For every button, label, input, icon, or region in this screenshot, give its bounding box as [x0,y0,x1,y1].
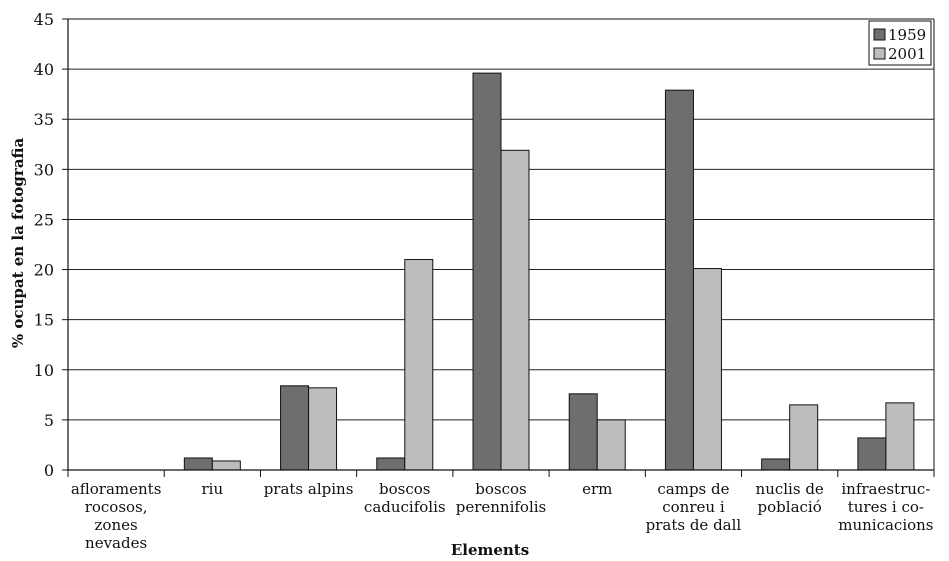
bar-1959-6 [664,89,694,471]
x-tick-label: prats alpins [264,480,354,498]
y-tick-label: 0 [44,461,54,480]
y-tick-label: 35 [34,110,54,129]
y-tick-label: 40 [34,60,54,79]
axes [62,18,935,477]
bar-1959-4 [472,72,502,471]
x-tick-label: aflo­raments rocosos, zones nevades [71,480,162,552]
x-tick-label-line: boscos [379,480,430,498]
x-tick-label: erm [582,480,612,498]
x-tick-label-line: prats alpins [264,480,354,498]
x-tick-label: infraestruc-tures i co-municacions [838,480,933,534]
x-tick-label-line: població [758,498,822,516]
bar-2001-6 [692,268,722,471]
y-axis-title: % ocupat en la fotografia [9,138,27,349]
x-tick-label-line: municacions [838,516,933,534]
x-tick-label-line: conreu i [662,498,725,516]
bar-2001-3 [404,259,434,471]
y-tick-label: 25 [34,210,54,229]
x-tick-label: boscos perennifolis [456,480,547,516]
x-tick-label-line: riu [202,480,224,498]
legend-label: 2001 [888,45,926,63]
bar-1959-3 [376,457,406,471]
legend-swatch-2001 [873,47,886,60]
bar-1959-7 [761,458,791,471]
x-tick-label-line: camps de [657,480,729,498]
y-tick-label: 20 [34,261,54,280]
bar-2001-4 [500,149,530,471]
x-tick-label: camps de conreu i prats de dall [646,480,742,534]
bar-1959-2 [280,385,310,471]
x-tick-label-line: perennifolis [456,498,547,516]
bar-2001-7 [789,404,819,471]
y-tick-label: 15 [34,311,54,330]
x-tick-label-line: caducifolis [364,498,446,516]
x-tick-label-line: infraestruc- [841,480,930,498]
bars [183,72,915,471]
x-tick-label: nuclis de població [756,480,824,516]
x-tick-label-line: rocosos, [85,498,148,516]
y-tick-label: 5 [44,411,54,430]
y-tick-label: 45 [34,10,54,29]
x-axis-title: Elements [451,541,529,559]
bar-1959-5 [568,393,598,471]
bar-2001-8 [885,402,915,471]
legend-swatch-1959 [873,28,886,41]
bar-2001-2 [308,387,338,471]
x-tick-label-line: zones [95,516,138,534]
bar-1959-8 [857,437,887,471]
legend-label: 1959 [888,26,926,44]
bar-1959-1 [183,457,213,471]
x-tick-label-line: nevades [85,534,147,552]
x-tick-label-line: boscos [475,480,526,498]
x-tick-label: boscos caducifolis [364,480,446,516]
x-tick-label-line: erm [582,480,612,498]
y-tick-labels: 0 5 10 15 20 25 30 35 40 45 [34,10,54,480]
x-tick-labels: aflo­raments rocosos, zones nevades riu prats… [71,480,934,552]
bar-2001-5 [596,419,626,471]
y-tick-label: 30 [34,160,54,179]
x-tick-label-line: prats de dall [646,516,742,534]
bar-2001-1 [211,460,241,471]
x-tick-label-line: tures i co- [848,498,924,516]
x-tick-label: riu [202,480,224,498]
x-tick-label-line: nuclis de [756,480,824,498]
y-tick-label: 10 [34,361,54,380]
x-tick-label-line: aflo­raments [71,480,162,498]
